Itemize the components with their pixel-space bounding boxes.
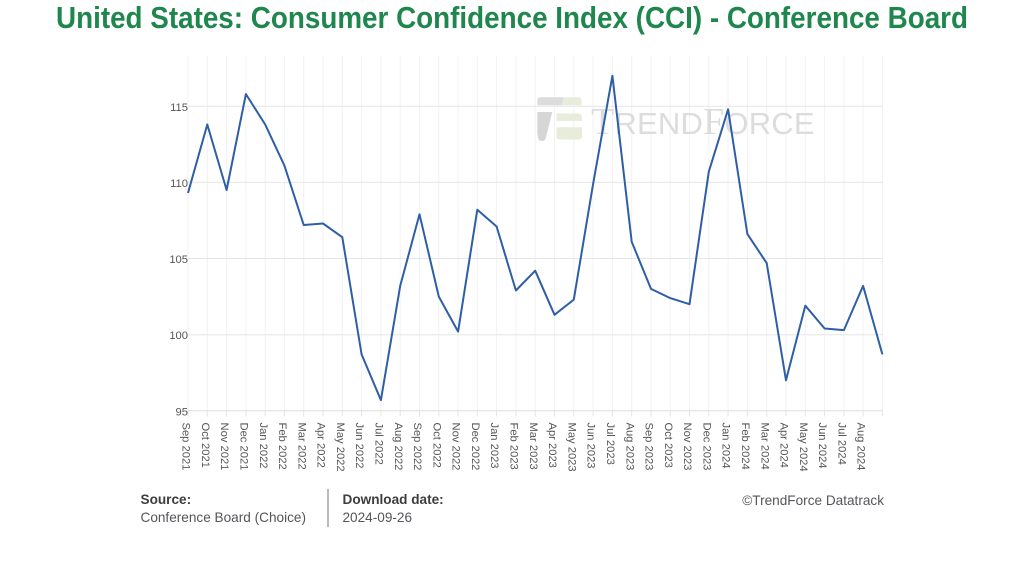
- svg-text:Apr 2024: Apr 2024: [778, 423, 790, 468]
- svg-text:Aug 2022: Aug 2022: [392, 423, 404, 471]
- svg-text:Apr 2023: Apr 2023: [546, 423, 558, 468]
- svg-text:Sep 2023: Sep 2023: [643, 423, 655, 471]
- svg-text:Jan 2023: Jan 2023: [488, 423, 500, 469]
- svg-text:Download date:: Download date:: [343, 492, 444, 507]
- svg-text:Oct 2022: Oct 2022: [430, 423, 442, 468]
- svg-text:Feb 2024: Feb 2024: [739, 423, 751, 470]
- svg-text:May 2022: May 2022: [334, 423, 346, 472]
- svg-text:Apr 2022: Apr 2022: [315, 423, 327, 468]
- svg-text:Jul 2022: Jul 2022: [373, 423, 385, 465]
- svg-text:Conference Board (Choice): Conference Board (Choice): [141, 510, 306, 525]
- svg-text:May 2023: May 2023: [565, 423, 577, 472]
- svg-text:Dec 2022: Dec 2022: [469, 423, 481, 471]
- svg-text:Mar 2023: Mar 2023: [527, 423, 539, 470]
- svg-text:95: 95: [176, 406, 188, 418]
- svg-text:Aug 2023: Aug 2023: [623, 423, 635, 471]
- svg-text:Jul 2023: Jul 2023: [604, 423, 616, 465]
- svg-text:2024-09-26: 2024-09-26: [343, 510, 413, 525]
- svg-text:110: 110: [170, 178, 188, 190]
- svg-text:May 2024: May 2024: [797, 423, 809, 472]
- svg-text:Jan 2024: Jan 2024: [720, 423, 732, 469]
- svg-text:Jun 2023: Jun 2023: [585, 423, 597, 469]
- svg-text:Mar 2022: Mar 2022: [295, 423, 307, 470]
- svg-text:Dec 2021: Dec 2021: [238, 423, 250, 471]
- svg-text:115: 115: [170, 102, 188, 114]
- svg-text:100: 100: [169, 330, 188, 342]
- svg-text:Jun 2022: Jun 2022: [353, 423, 365, 469]
- svg-text:Mar 2024: Mar 2024: [758, 423, 770, 470]
- svg-text:Feb 2023: Feb 2023: [508, 423, 520, 470]
- svg-text:Jan 2022: Jan 2022: [257, 423, 269, 469]
- svg-text:Jul 2024: Jul 2024: [836, 423, 848, 465]
- svg-text:Nov 2021: Nov 2021: [218, 423, 230, 471]
- svg-text:United States: Consumer Confid: United States: Consumer Confidence Index…: [56, 0, 968, 35]
- svg-text:Oct 2021: Oct 2021: [199, 423, 211, 468]
- svg-text:Nov 2023: Nov 2023: [681, 423, 693, 471]
- svg-text:Oct 2023: Oct 2023: [662, 423, 674, 468]
- svg-text:105: 105: [169, 254, 188, 266]
- svg-text:Dec 2023: Dec 2023: [700, 423, 712, 471]
- svg-text:Feb 2022: Feb 2022: [276, 423, 288, 470]
- svg-text:Nov 2022: Nov 2022: [450, 423, 462, 471]
- svg-text:Jun 2024: Jun 2024: [816, 423, 828, 469]
- svg-text:Source:: Source:: [141, 492, 192, 507]
- svg-text:TRENDFORCE: TRENDFORCE: [591, 101, 815, 143]
- svg-text:Sep 2022: Sep 2022: [411, 423, 423, 471]
- svg-text:Sep 2021: Sep 2021: [180, 423, 192, 471]
- svg-text:©TrendForce Datatrack: ©TrendForce Datatrack: [742, 493, 884, 508]
- svg-text:Aug 2024: Aug 2024: [855, 423, 867, 471]
